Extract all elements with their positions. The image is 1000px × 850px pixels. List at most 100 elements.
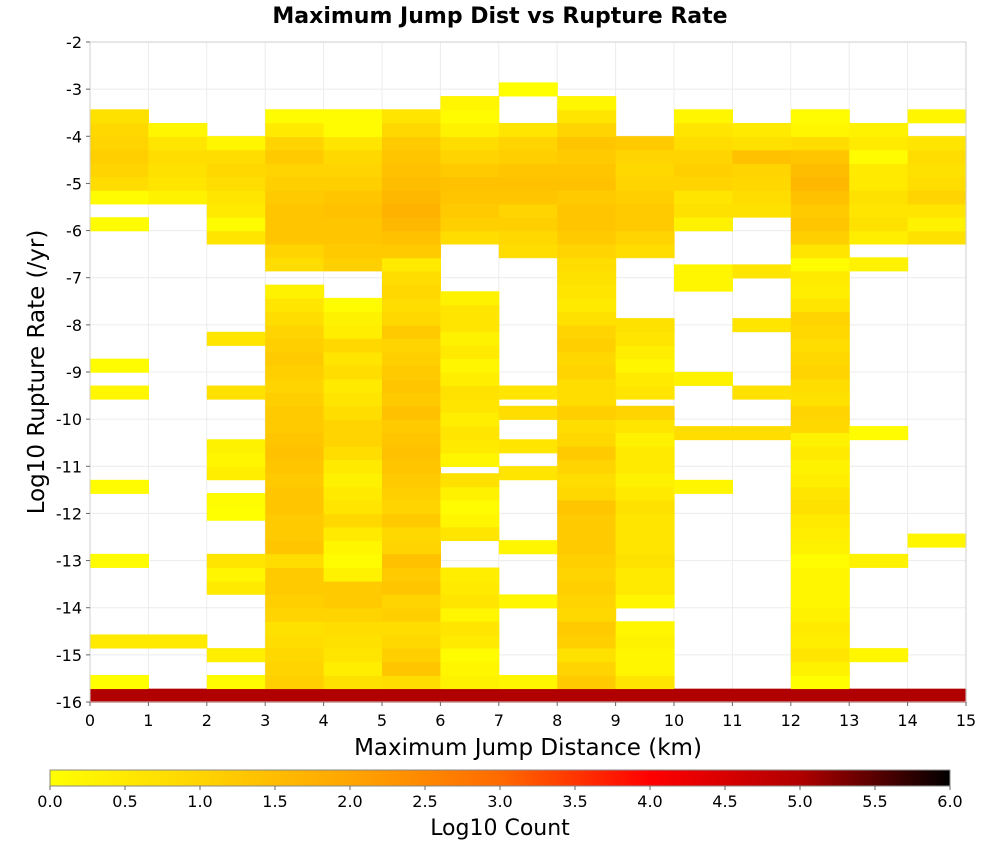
heatmap-cell	[557, 621, 617, 636]
heatmap-cell	[323, 621, 383, 636]
y-tick-label: -12	[56, 504, 82, 523]
y-tick-label: -2	[66, 33, 82, 52]
heatmap-cell	[849, 136, 909, 151]
heatmap-cell	[206, 553, 266, 568]
heatmap-cell	[265, 432, 325, 447]
heatmap-cell	[90, 122, 149, 138]
heatmap-cell	[790, 674, 850, 690]
heatmap-cell	[323, 190, 383, 205]
heatmap-cell	[615, 203, 675, 218]
heatmap-cell	[849, 203, 909, 218]
heatmap-cell	[732, 318, 792, 333]
heatmap-cell	[206, 439, 266, 454]
heatmap-cell	[323, 594, 383, 609]
heatmap-cell	[440, 291, 500, 306]
heatmap-cell	[382, 244, 441, 259]
heatmap-cell	[148, 634, 208, 649]
heatmap-cell	[849, 163, 909, 178]
heatmap-cell	[732, 136, 792, 151]
heatmap-cell	[557, 688, 617, 703]
x-tick-label: 11	[722, 711, 742, 730]
heatmap-cell	[265, 284, 325, 299]
heatmap-cell	[440, 230, 500, 245]
heatmap-cells	[90, 82, 967, 703]
heatmap-cell	[206, 217, 266, 232]
heatmap-cell	[148, 176, 208, 191]
heatmap-cell	[557, 297, 617, 312]
heatmap-cell	[382, 688, 441, 703]
heatmap-cell	[615, 513, 675, 528]
heatmap-cell	[790, 338, 850, 353]
heatmap-cell	[440, 136, 500, 151]
heatmap-cell	[498, 176, 558, 191]
heatmap-cell	[498, 82, 558, 97]
heatmap-cell	[382, 513, 441, 528]
heatmap-cell	[265, 163, 325, 178]
heatmap-cell	[557, 405, 617, 420]
heatmap-cell	[90, 136, 149, 151]
heatmap-cell	[557, 648, 617, 663]
heatmap-cell	[440, 674, 500, 690]
heatmap-cell	[148, 149, 208, 164]
x-tick-label: 15	[956, 711, 976, 730]
heatmap-cell	[206, 190, 266, 205]
heatmap-cell	[265, 338, 325, 353]
heatmap-cell	[265, 526, 325, 542]
colorbar-tick-label: 5.0	[787, 792, 812, 811]
heatmap-cell	[323, 459, 383, 474]
heatmap-cell	[90, 634, 149, 649]
heatmap-cell	[440, 452, 500, 468]
heatmap-cell	[382, 648, 441, 663]
heatmap-cell	[615, 385, 675, 400]
heatmap-cell	[615, 230, 675, 245]
heatmap-cell	[790, 432, 850, 447]
heatmap-cell	[265, 661, 325, 676]
heatmap-cell	[498, 466, 558, 481]
heatmap-cell	[615, 344, 675, 360]
heatmap-cell	[382, 594, 441, 609]
heatmap-cell	[557, 338, 617, 353]
heatmap-cell	[265, 257, 325, 272]
heatmap-cell	[382, 365, 441, 380]
heatmap-cell	[557, 109, 617, 124]
heatmap-cell	[615, 419, 675, 434]
heatmap-cell	[557, 634, 617, 649]
heatmap-cell	[382, 149, 441, 164]
heatmap-cell	[440, 176, 500, 191]
heatmap-cell	[790, 526, 850, 542]
heatmap-cell	[557, 473, 617, 488]
heatmap-cell	[557, 553, 617, 568]
heatmap-cell	[732, 688, 792, 703]
heatmap-cell	[790, 634, 850, 649]
y-tick-label: -3	[66, 80, 82, 99]
heatmap-cell	[849, 257, 909, 272]
heatmap-cell	[557, 526, 617, 542]
y-axis-ticks: -16 -15 -14 -13 -12 -11 -10 -9 -8 -7 -6 -5 -4 -3 -2	[56, 33, 90, 712]
heatmap-cell	[323, 473, 383, 488]
y-tick-label: -13	[56, 552, 82, 571]
heatmap-cell	[615, 526, 675, 542]
heatmap-cell	[265, 244, 325, 259]
heatmap-cell	[440, 109, 500, 124]
heatmap-cell	[790, 244, 850, 259]
colorbar-tick-label: 4.5	[712, 792, 737, 811]
heatmap-cell	[498, 385, 558, 400]
heatmap-cell	[382, 163, 441, 178]
heatmap-cell	[148, 122, 208, 138]
colorbar-tick-label: 1.5	[262, 792, 287, 811]
heatmap-cell	[907, 203, 967, 218]
heatmap-cell	[849, 426, 909, 441]
heatmap-cell	[557, 594, 617, 609]
heatmap-cell	[382, 661, 441, 676]
heatmap-cell	[265, 230, 325, 245]
heatmap-cell	[557, 351, 617, 366]
heatmap-cell	[907, 217, 967, 232]
heatmap-cell	[498, 688, 558, 703]
heatmap-cell	[849, 149, 909, 164]
x-tick-label: 0	[85, 711, 95, 730]
heatmap-cell	[615, 371, 675, 386]
heatmap-cell	[206, 688, 266, 703]
heatmap-cell	[790, 190, 850, 205]
heatmap-cell	[206, 493, 266, 508]
heatmap-cell	[557, 392, 617, 407]
